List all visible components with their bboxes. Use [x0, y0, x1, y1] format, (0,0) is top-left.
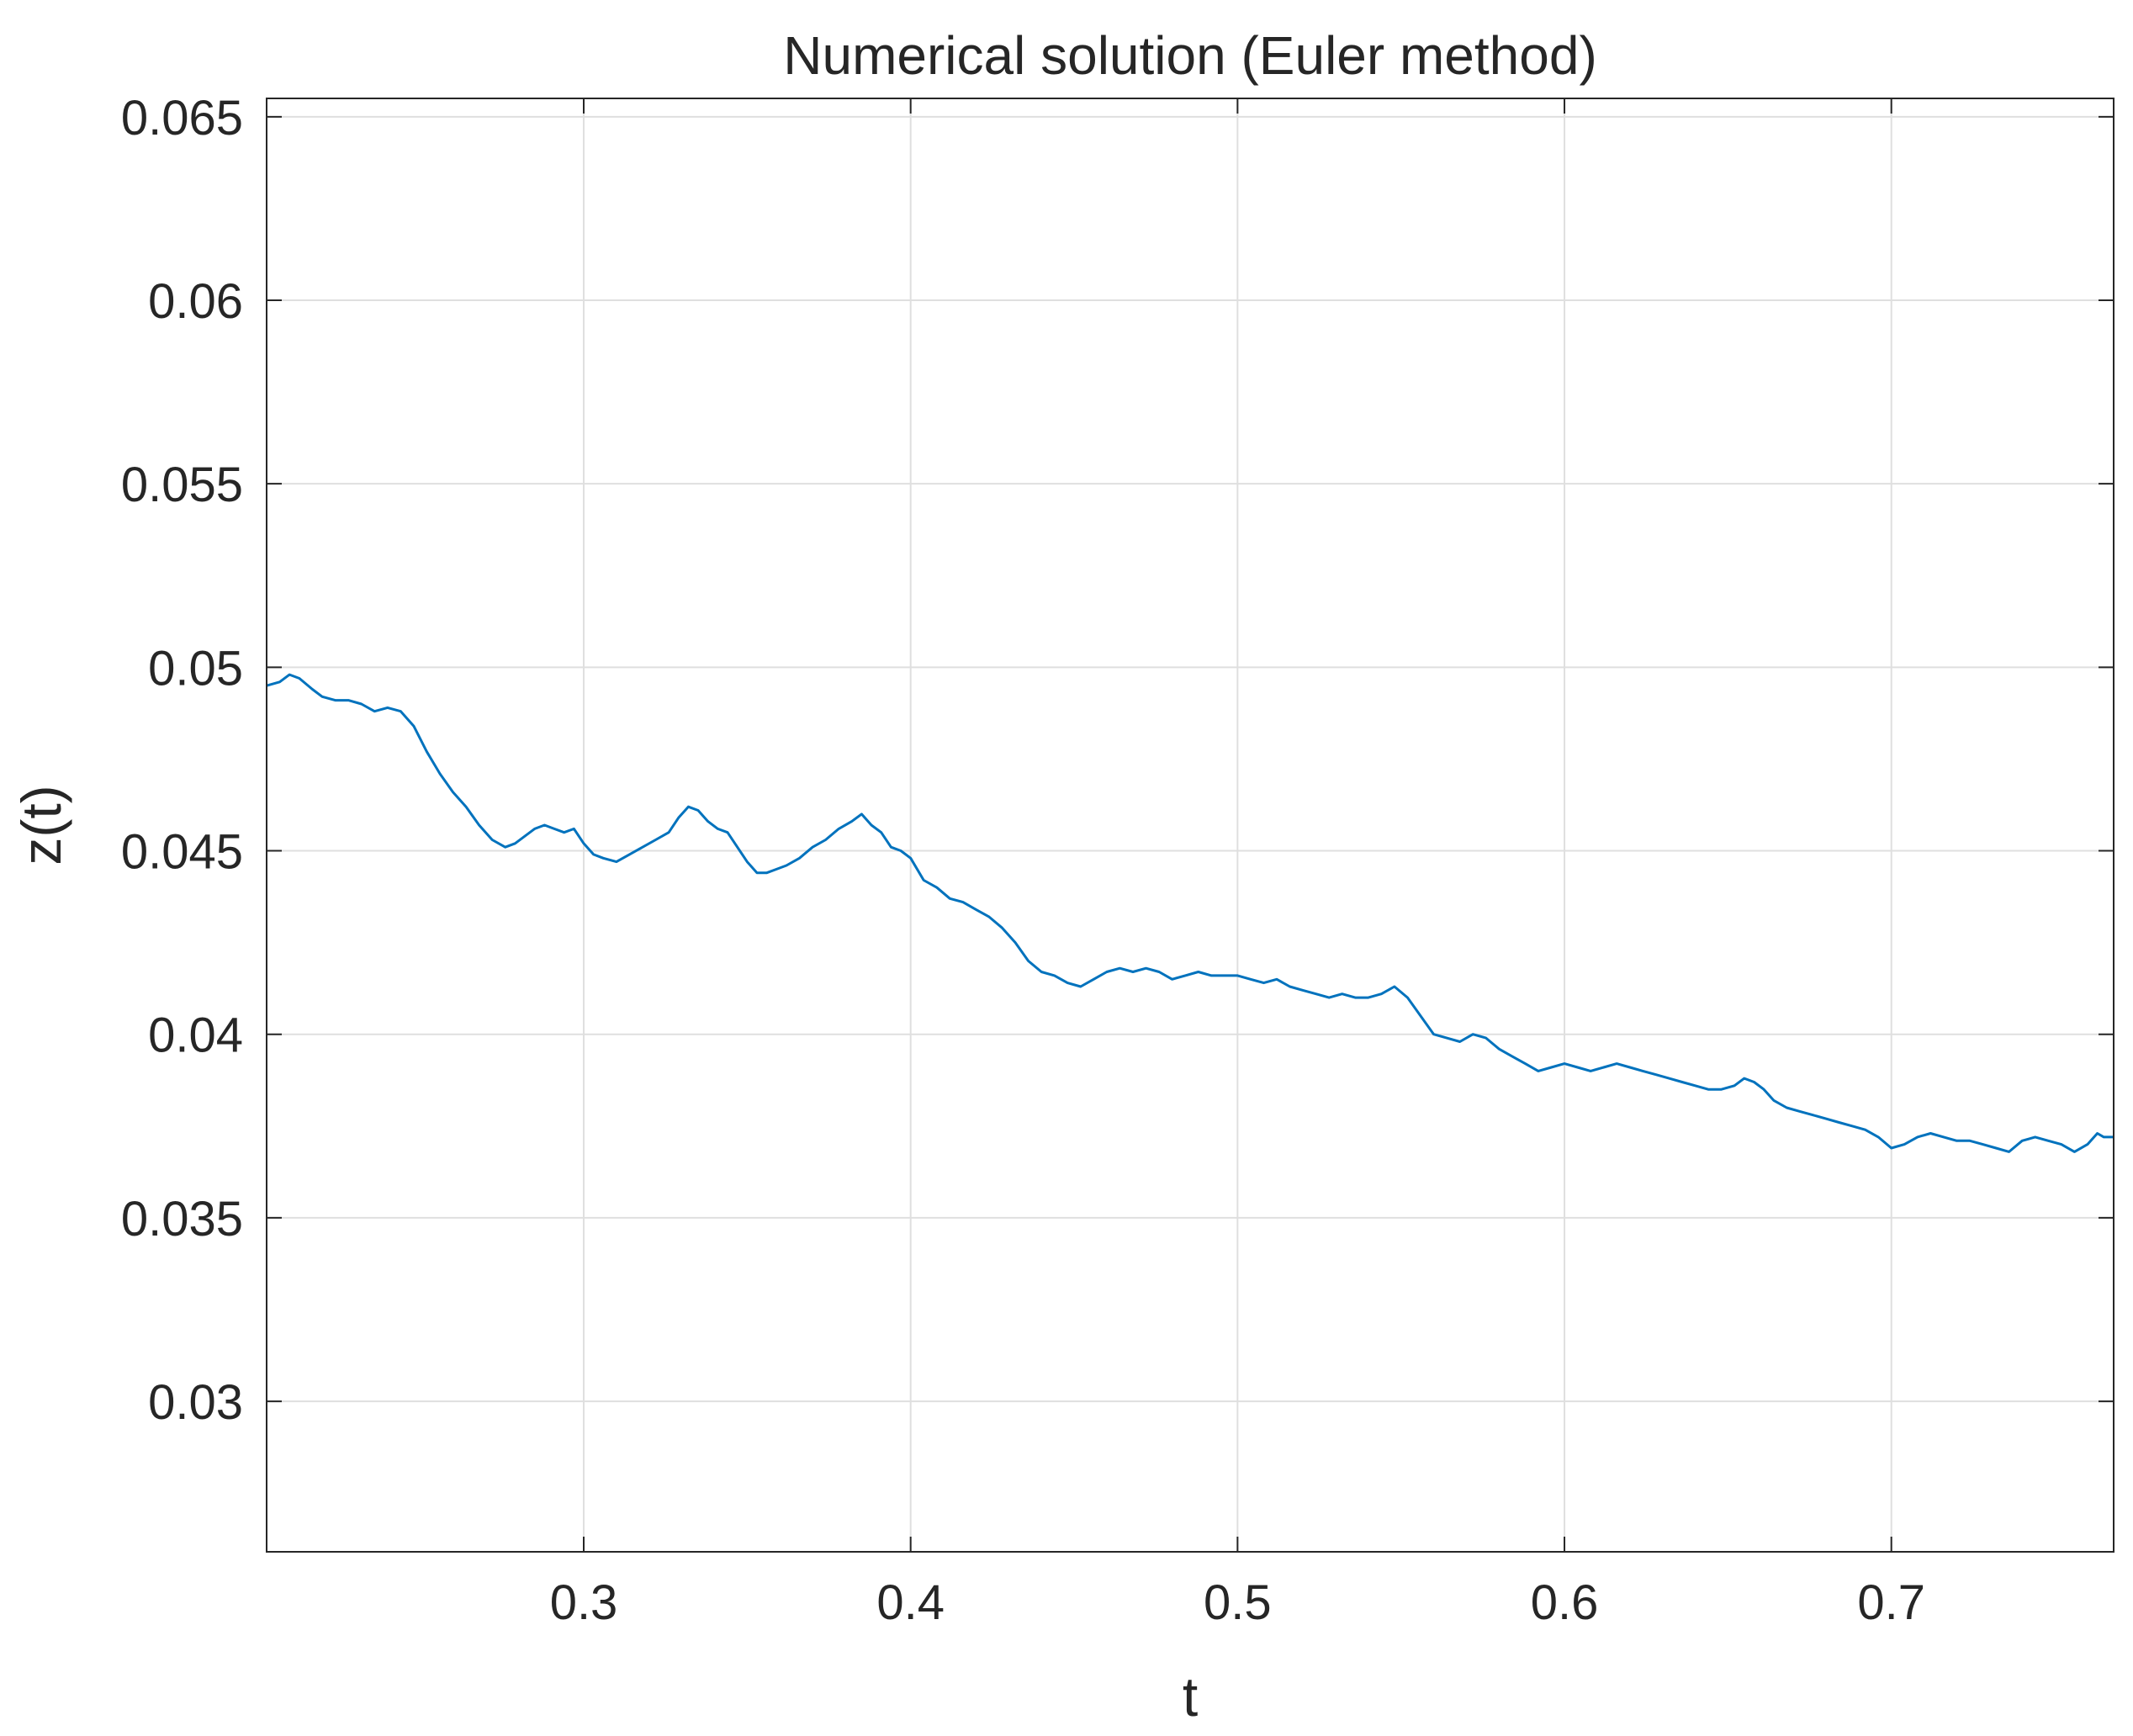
- x-tick-label: 0.3: [550, 1575, 618, 1630]
- x-tick-label: 0.6: [1531, 1575, 1599, 1630]
- y-tick-label: 0.05: [148, 641, 243, 696]
- y-tick-label: 0.045: [121, 825, 243, 880]
- plot-area: [266, 673, 2114, 1153]
- y-tick-label: 0.055: [121, 458, 243, 512]
- x-tick-label: 0.4: [876, 1575, 945, 1630]
- axes-box: [266, 98, 2114, 1553]
- chart-title: Numerical solution (Euler method): [783, 25, 1597, 86]
- grid: [267, 98, 2114, 1552]
- y-axis-label: z(t): [10, 785, 72, 865]
- x-tick-label: 0.5: [1204, 1575, 1272, 1630]
- x-tick-labels: 0.3 0.4 0.5 0.6 0.7: [550, 1575, 1925, 1630]
- series-line: [266, 673, 2114, 1153]
- axis-ticks: [267, 98, 2114, 1552]
- y-tick-label: 0.065: [121, 91, 243, 146]
- y-tick-label: 0.03: [148, 1375, 243, 1430]
- y-tick-label: 0.04: [148, 1008, 243, 1063]
- y-tick-label: 0.06: [148, 274, 243, 329]
- x-axis-label: t: [1183, 1665, 1198, 1728]
- y-tick-labels: 0.03 0.035 0.04 0.045 0.05 0.055 0.06 0.065: [121, 91, 243, 1430]
- y-tick-label: 0.035: [121, 1192, 243, 1246]
- x-tick-label: 0.7: [1857, 1575, 1925, 1630]
